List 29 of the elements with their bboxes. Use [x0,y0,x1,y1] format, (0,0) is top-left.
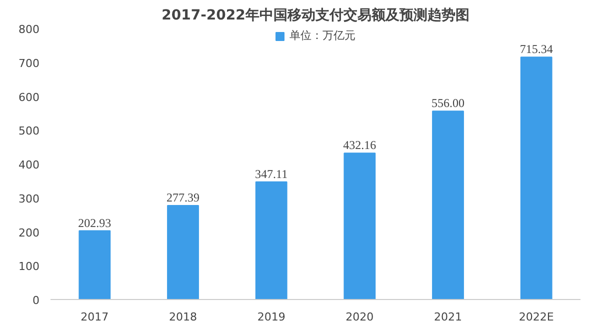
text: 202.93 [78,216,112,230]
x-tick-label: 2018 [169,310,198,324]
bar [344,152,376,300]
legend-label: 单位：万亿元 [290,28,356,43]
bar [167,205,199,300]
y-tick-label: 100 [18,260,40,274]
y-tick-label: 500 [18,124,40,138]
chart-title: 2017-2022年中国移动支付交易额及预测趋势图 [162,6,470,24]
x-tick-label: 2019 [257,310,286,324]
x-tick-label: 2020 [346,310,374,324]
y-tick-label: 600 [18,90,40,104]
y-tick-label: 800 [18,23,40,36]
bar [78,230,111,300]
text: 715.34 [520,42,553,56]
x-tick-label: 2022E [518,310,554,324]
y-tick-label: 200 [18,226,40,240]
bar [432,110,464,300]
bar [255,181,288,300]
y-tick-label: 300 [18,192,40,206]
y-tick-label: 400 [18,158,40,172]
bar [520,56,552,300]
text: 347.11 [255,166,288,181]
y-tick-label: 0 [32,294,40,307]
x-tick-label: 2017 [80,310,109,324]
text: 556.00 [432,96,464,110]
x-tick-label: 2021 [434,310,462,324]
text: 432.16 [343,138,376,152]
text: 277.39 [166,190,200,205]
y-tick-label: 700 [18,56,40,70]
